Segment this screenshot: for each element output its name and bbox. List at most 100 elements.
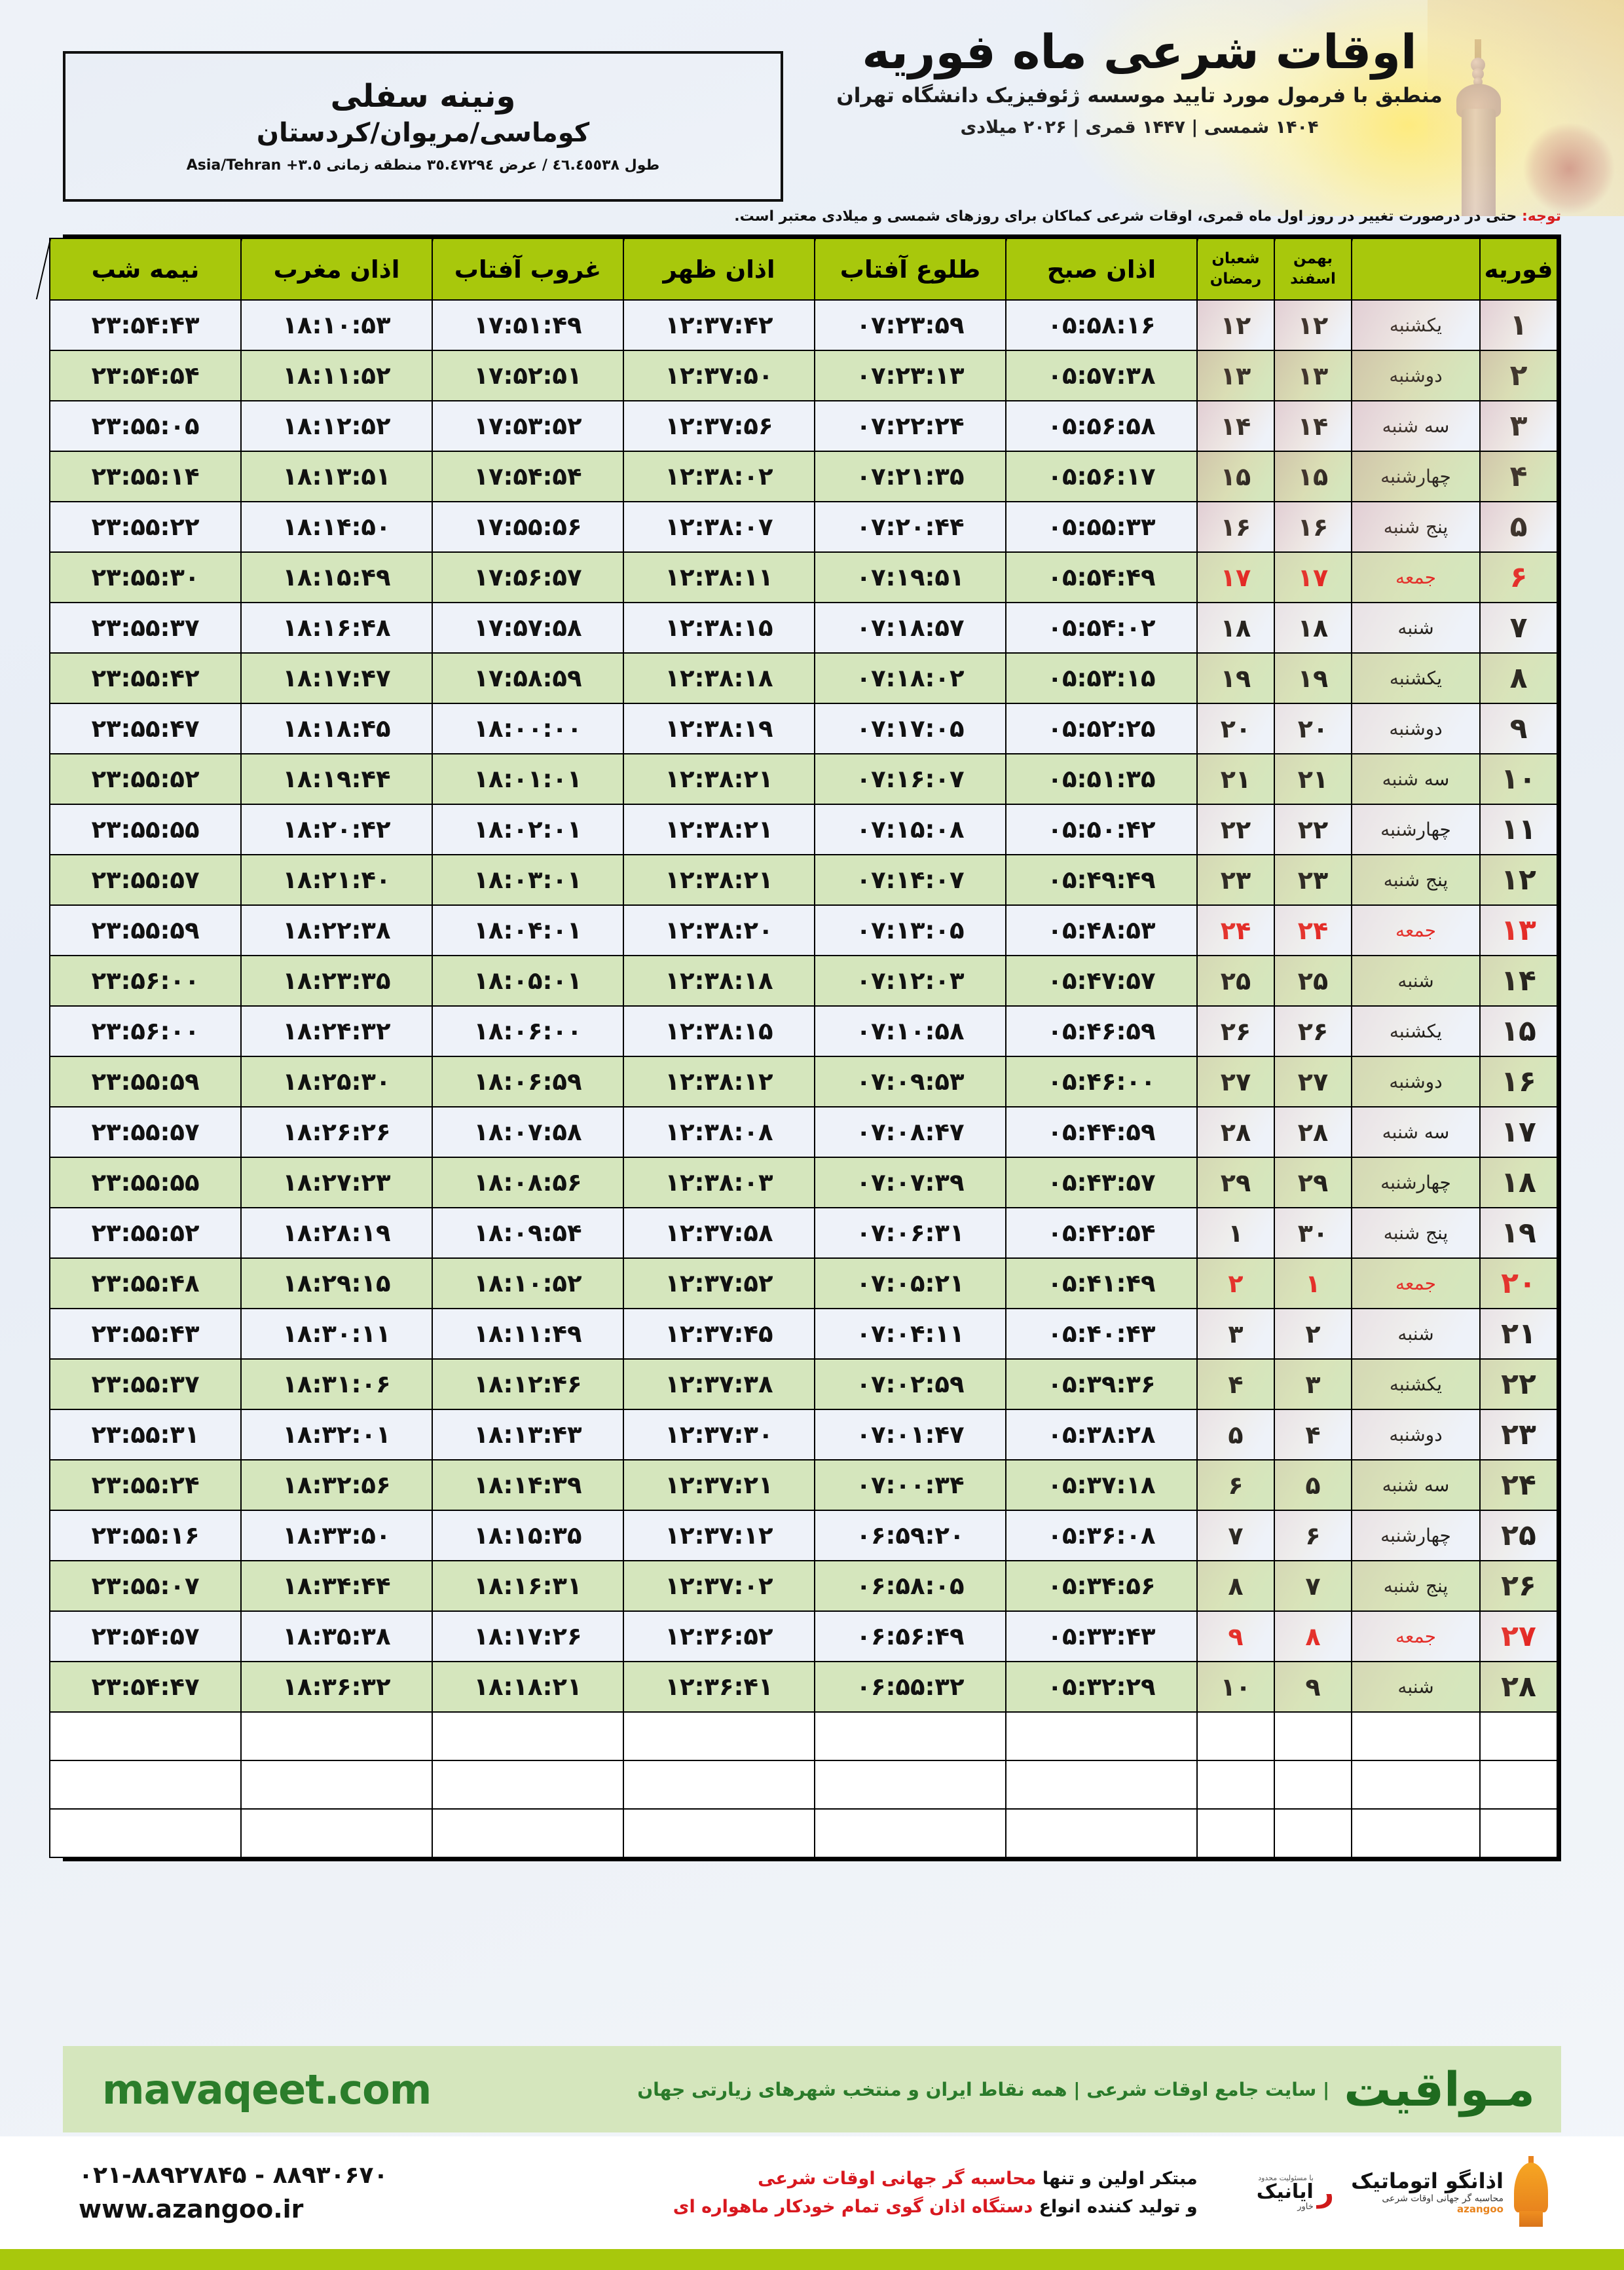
cell-february-day: ۲۷: [1479, 1610, 1558, 1662]
table-row: ۲۰ جمعه ۱ ۲ ۰۵:۴۱:۴۹ ۰۷:۰۵:۲۱ ۱۲:۳۷:۵۲ ۱۸:۱۰:۵۲…: [49, 1257, 1558, 1309]
cell-empty: [1351, 1760, 1481, 1810]
cell-maghrib-time: ۱۸:۲۵:۳۰: [240, 1056, 433, 1107]
cell-empty: [623, 1711, 815, 1761]
cell-weekday: یکشنبه: [1351, 299, 1481, 351]
cell-shamsi-day: ۱۵: [1274, 451, 1352, 502]
table-row: ۱۹ پنج شنبه ۳۰ ۱ ۰۵:۴۲:۵۴ ۰۷:۰۶:۳۱ ۱۲:۳۷:۵۸ ۱۸:…: [49, 1207, 1558, 1259]
table-row-blank: [49, 1760, 1558, 1810]
cell-qamari-day: ۲: [1196, 1257, 1275, 1309]
cell-maghrib-time: ۱۸:۱۴:۵۰: [240, 501, 433, 553]
cell-dhuhr-time: ۱۲:۳۶:۵۲: [623, 1610, 815, 1662]
cell-sunrise-time: ۰۷:۰۶:۳۱: [814, 1207, 1006, 1259]
cell-midnight-time: ۲۳:۵۵:۲۲: [49, 501, 242, 553]
table-row: ۲۷ جمعه ۸ ۹ ۰۵:۳۳:۴۳ ۰۶:۵۶:۴۹ ۱۲:۳۶:۵۲ ۱۸:۱۷:۲۶…: [49, 1610, 1558, 1662]
contact-block: ۰۲۱-۸۸۹۲۷۸۴۵ - ۸۸۹۳۰۶۷۰ www.azangoo.ir: [79, 2161, 388, 2225]
cell-qamari-day: ۴: [1196, 1358, 1275, 1410]
cell-empty: [432, 1808, 624, 1858]
cell-maghrib-time: ۱۸:۲۰:۴۲: [240, 804, 433, 855]
cell-sunset-time: ۱۸:۰۴:۰۱: [432, 904, 624, 956]
cell-sunrise-time: ۰۶:۵۶:۴۹: [814, 1610, 1006, 1662]
table-row: ۱۳ جمعه ۲۴ ۲۴ ۰۵:۴۸:۵۳ ۰۷:۱۳:۰۵ ۱۲:۳۸:۲۰ ۱۸:۰۴:…: [49, 904, 1558, 956]
cell-dhuhr-time: ۱۲:۳۷:۵۲: [623, 1257, 815, 1309]
cell-shamsi-day: ۵: [1274, 1459, 1352, 1511]
cell-empty: [49, 1808, 242, 1858]
brand-name: مـواقیت: [1344, 2062, 1535, 2117]
cell-maghrib-time: ۱۸:۱۱:۵۲: [240, 350, 433, 401]
cell-february-day: ۱۳: [1479, 904, 1558, 956]
table-row: ۲۸ شنبه ۹ ۱۰ ۰۵:۳۲:۲۹ ۰۶:۵۵:۳۲ ۱۲:۳۶:۴۱ ۱۸:۱۸:۲…: [49, 1661, 1558, 1713]
col-header-weekday: [1337, 238, 1481, 301]
cell-fajr-time: ۰۵:۵۴:۰۲: [1005, 602, 1198, 654]
cell-empty: [1274, 1808, 1352, 1858]
cell-dhuhr-time: ۱۲:۳۸:۲۱: [623, 753, 815, 805]
cell-qamari-day: ۲۵: [1196, 955, 1275, 1007]
cell-shamsi-day: ۲: [1274, 1308, 1352, 1360]
cell-maghrib-time: ۱۸:۲۶:۲۶: [240, 1106, 433, 1158]
cell-sunrise-time: ۰۷:۱۸:۰۲: [814, 652, 1006, 704]
location-coords: طول ٤٦.٤٥٥٣٨ / عرض ٣٥.٤٧٢٩٤ منطقه زمانی …: [186, 157, 660, 174]
company-website[interactable]: www.azangoo.ir: [79, 2194, 304, 2223]
note-tag: توجه:: [1521, 208, 1561, 225]
cell-midnight-time: ۲۳:۵۵:۰۷: [49, 1560, 242, 1612]
cell-qamari-day: ۲۳: [1196, 854, 1275, 906]
cell-empty: [623, 1808, 815, 1858]
cell-fajr-time: ۰۵:۴۶:۵۹: [1005, 1005, 1198, 1057]
table-row: ۲۱ شنبه ۲ ۳ ۰۵:۴۰:۴۳ ۰۷:۰۴:۱۱ ۱۲:۳۷:۴۵ ۱۸:۱۱:۴۹…: [49, 1308, 1558, 1360]
cell-qamari-day: ۱۷: [1196, 551, 1275, 603]
cell-weekday: یکشنبه: [1351, 652, 1481, 704]
table-row: ۲۵ چهارشنبه ۶ ۷ ۰۵:۳۶:۰۸ ۰۶:۵۹:۲۰ ۱۲:۳۷:۱۲ ۱۸:۱…: [49, 1510, 1558, 1561]
cell-weekday: چهارشنبه: [1351, 451, 1481, 502]
table-row: ۲۶ پنج شنبه ۷ ۸ ۰۵:۳۴:۵۶ ۰۶:۵۸:۰۵ ۱۲:۳۷:۰۲ ۱۸:۱…: [49, 1560, 1558, 1612]
location-box: ونینه سفلی کوماسی/مریوان/کردستان طول ٤٦.…: [63, 51, 783, 202]
cell-midnight-time: ۲۳:۵۵:۳۱: [49, 1409, 242, 1461]
company-claim: مبتکر اولین و تنها محاسبه گر جهانی اوقات…: [673, 2165, 1198, 2221]
cell-shamsi-day: ۳۰: [1274, 1207, 1352, 1259]
cell-sunrise-time: ۰۷:۱۷:۰۵: [814, 703, 1006, 754]
location-path: کوماسی/مریوان/کردستان: [256, 117, 590, 148]
cell-maghrib-time: ۱۸:۳۳:۵۰: [240, 1510, 433, 1561]
cell-shamsi-day: ۱۴: [1274, 400, 1352, 452]
col-header-ramadan: رمضان: [1209, 270, 1262, 288]
brand-tagline: | سایت جامع اوقات شرعی | همه نقاط ایران …: [637, 2078, 1330, 2100]
cell-february-day: ۱۲: [1479, 854, 1558, 906]
cell-dhuhr-time: ۱۲:۳۷:۵۸: [623, 1207, 815, 1259]
cell-february-day: ۸: [1479, 652, 1558, 704]
cell-fajr-time: ۰۵:۵۶:۵۸: [1005, 400, 1198, 452]
cell-sunrise-time: ۰۷:۰۸:۴۷: [814, 1106, 1006, 1158]
cell-midnight-time: ۲۳:۵۵:۴۳: [49, 1308, 242, 1360]
cell-midnight-time: ۲۳:۵۵:۵۵: [49, 1157, 242, 1208]
cell-sunset-time: ۱۸:۱۱:۴۹: [432, 1308, 624, 1360]
table-row: ۲۳ دوشنبه ۴ ۵ ۰۵:۳۸:۲۸ ۰۷:۰۱:۴۷ ۱۲:۳۷:۳۰ ۱۸:۱۳:…: [49, 1409, 1558, 1461]
cell-midnight-time: ۲۳:۵۵:۵۲: [49, 1207, 242, 1259]
cell-weekday: شنبه: [1351, 1308, 1481, 1360]
cell-sunset-time: ۱۸:۱۷:۲۶: [432, 1610, 624, 1662]
cell-sunset-time: ۱۸:۰۶:۵۹: [432, 1056, 624, 1107]
cell-qamari-day: ۲۹: [1196, 1157, 1275, 1208]
cell-fajr-time: ۰۵:۳۷:۱۸: [1005, 1459, 1198, 1511]
cell-shamsi-day: ۲۰: [1274, 703, 1352, 754]
cell-maghrib-time: ۱۸:۱۰:۵۳: [240, 299, 433, 351]
cell-shamsi-day: ۱۶: [1274, 501, 1352, 553]
brand-website[interactable]: mavaqeet.com: [102, 2065, 432, 2113]
table-body: ۱ یکشنبه ۱۲ ۱۲ ۰۵:۵۸:۱۶ ۰۷:۲۳:۵۹ ۱۲:۳۷:۴۲ ۱۷:۵۱…: [49, 299, 1558, 1858]
cell-midnight-time: ۲۳:۵۵:۳۰: [49, 551, 242, 603]
cell-dhuhr-time: ۱۲:۳۸:۱۸: [623, 955, 815, 1007]
cell-shamsi-day: ۲۷: [1274, 1056, 1352, 1107]
cell-midnight-time: ۲۳:۵۵:۴۲: [49, 652, 242, 704]
cell-maghrib-time: ۱۸:۲۷:۲۳: [240, 1157, 433, 1208]
cell-maghrib-time: ۱۸:۳۰:۱۱: [240, 1308, 433, 1360]
cell-sunrise-time: ۰۷:۰۲:۵۹: [814, 1358, 1006, 1410]
table-row: ۹ دوشنبه ۲۰ ۲۰ ۰۵:۵۲:۲۵ ۰۷:۱۷:۰۵ ۱۲:۳۸:۱۹ ۱۸:۰۰…: [49, 703, 1558, 754]
cell-empty: [1479, 1711, 1558, 1761]
cell-qamari-day: ۱۴: [1196, 400, 1275, 452]
cell-fajr-time: ۰۵:۳۹:۳۶: [1005, 1358, 1198, 1410]
cell-midnight-time: ۲۳:۵۵:۳۷: [49, 602, 242, 654]
cell-shamsi-day: ۲۴: [1274, 904, 1352, 956]
cell-dhuhr-time: ۱۲:۳۷:۳۸: [623, 1358, 815, 1410]
col-header-shamsi-month: بهمن اسفند: [1260, 238, 1352, 301]
cell-weekday: دوشنبه: [1351, 1409, 1481, 1461]
cell-empty: [814, 1808, 1006, 1858]
cell-midnight-time: ۲۳:۵۴:۴۳: [49, 299, 242, 351]
table-row: ۸ یکشنبه ۱۹ ۱۹ ۰۵:۵۳:۱۵ ۰۷:۱۸:۰۲ ۱۲:۳۸:۱۸ ۱۷:۵۸…: [49, 652, 1558, 704]
col-header-midnight: نیمه شب: [35, 238, 242, 301]
